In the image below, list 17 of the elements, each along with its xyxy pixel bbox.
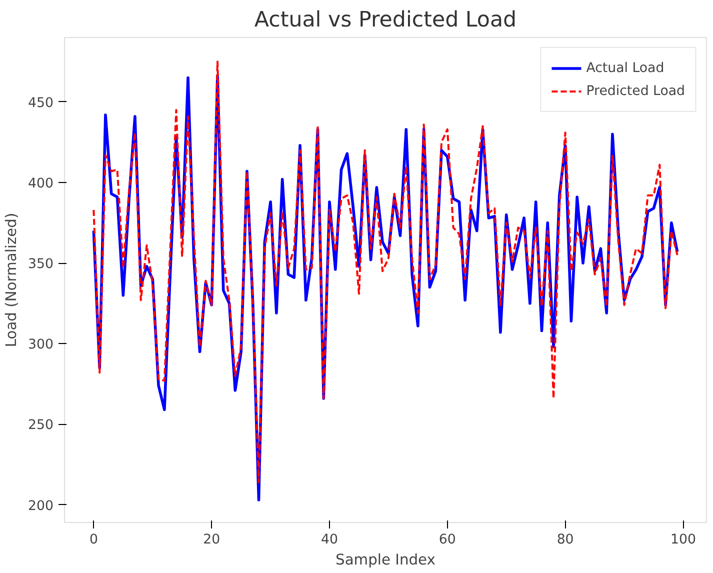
chart-title: Actual vs Predicted Load <box>254 8 517 32</box>
x-axis-title: Sample Index <box>336 552 436 568</box>
x-tick-label: 80 <box>556 532 574 548</box>
x-tick-label: 100 <box>670 532 696 548</box>
x-tick-label: 0 <box>89 532 98 548</box>
y-tick-label: 250 <box>28 418 54 434</box>
x-tick-label: 60 <box>438 532 456 548</box>
y-tick-label: 200 <box>28 498 54 514</box>
y-axis-title: Load (Normalized) <box>3 212 20 348</box>
y-tick-label: 450 <box>28 96 54 111</box>
legend-label: Actual Load <box>586 60 664 76</box>
y-tick-label: 300 <box>28 338 54 353</box>
x-tick-label: 40 <box>321 532 338 548</box>
y-tick-label: 350 <box>28 257 54 272</box>
y-tick-label: 400 <box>28 176 54 192</box>
x-tick-label: 20 <box>203 532 220 548</box>
legend-label: Predicted Load <box>586 84 685 98</box>
